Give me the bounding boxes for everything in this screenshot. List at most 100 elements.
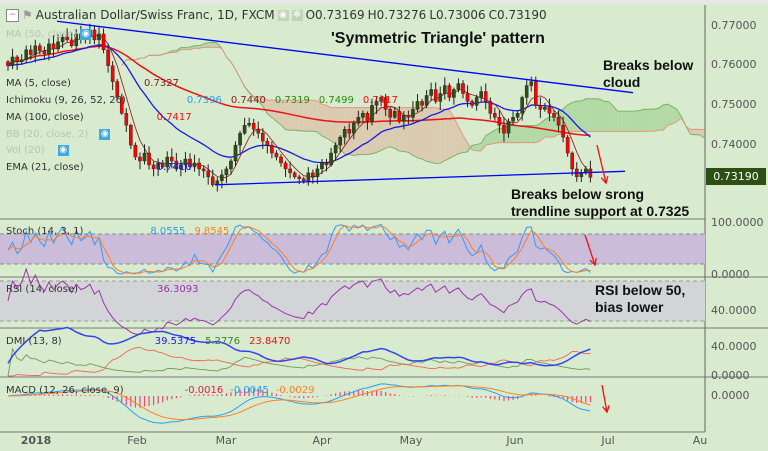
legend-label: Vol (20) bbox=[6, 145, 45, 156]
legend-ma5[interactable]: MA (5, close) 0.7327 bbox=[6, 78, 179, 89]
annotation-line: bias lower bbox=[595, 299, 664, 315]
candle-down bbox=[115, 81, 119, 98]
legend-rsi[interactable]: RSI (14, close) 36.3093 bbox=[6, 284, 198, 295]
time-tick: Jun bbox=[506, 434, 524, 447]
rsi-line bbox=[7, 267, 591, 336]
candle-down bbox=[106, 49, 110, 66]
ichimoku-cloud-segment bbox=[426, 107, 432, 163]
ichimoku-cloud-segment bbox=[331, 107, 336, 145]
ichimoku-cloud-segment bbox=[312, 100, 318, 133]
candle-down bbox=[488, 101, 493, 114]
candle-up bbox=[238, 132, 242, 146]
candle-down bbox=[15, 56, 19, 62]
legend-bb[interactable]: BB (20, close, 2) ◉ bbox=[6, 129, 111, 140]
legend-macd[interactable]: MACD (12, 26, close, 9) -0.0016 -0.0045 … bbox=[6, 385, 314, 396]
collapse-icon[interactable]: − bbox=[6, 8, 19, 22]
annotation-line: Breaks below srong bbox=[511, 186, 645, 202]
legend-value: -0.0029 bbox=[275, 385, 315, 396]
legend-label: MACD (12, 26, close, 9) bbox=[6, 385, 124, 396]
red-arrow bbox=[601, 384, 608, 413]
candle-up bbox=[529, 81, 534, 86]
candle-down bbox=[160, 162, 165, 168]
eye-icon[interactable]: ◉ bbox=[277, 9, 289, 21]
candle-down bbox=[174, 160, 179, 170]
gear-icon[interactable]: ✻ bbox=[291, 9, 303, 21]
ichimoku-cloud-segment bbox=[594, 98, 600, 132]
candle-up bbox=[392, 111, 397, 118]
candle-up bbox=[338, 136, 342, 146]
ichimoku-cloud-segment bbox=[485, 133, 491, 146]
candle-down bbox=[493, 113, 497, 118]
trendline-lower bbox=[214, 170, 626, 186]
stoch-band bbox=[0, 234, 705, 264]
annotation-trendline: Breaks below srong trendline support at 0… bbox=[511, 186, 689, 220]
candle-up bbox=[183, 158, 188, 166]
eye-icon[interactable]: ◉ bbox=[80, 29, 92, 40]
legend-stoch[interactable]: Stoch (14, 3, 1) 8.0555 9.8545 bbox=[6, 226, 229, 237]
time-tick: Feb bbox=[127, 434, 147, 447]
ichimoku-cloud-segment bbox=[535, 123, 541, 143]
price-tick: 0.74000 bbox=[711, 138, 757, 151]
ichimoku-cloud-segment bbox=[449, 109, 454, 159]
ichimoku-cloud-segment bbox=[658, 104, 664, 131]
ichimoku-cloud-segment bbox=[513, 125, 518, 143]
ichimoku-cloud-segment bbox=[403, 107, 409, 153]
top-border bbox=[0, 0, 768, 4]
legend-value: 0.7417 bbox=[362, 95, 398, 106]
candle-down bbox=[538, 105, 543, 110]
legend-vol[interactable]: Vol (20) ◉ bbox=[6, 145, 69, 156]
legend-label: RSI (14, close) bbox=[6, 284, 79, 295]
candle-up bbox=[452, 89, 456, 98]
candle-up bbox=[19, 59, 24, 62]
red-arrow-head bbox=[602, 405, 610, 414]
candle-down bbox=[433, 89, 438, 102]
macd-line bbox=[7, 383, 591, 424]
flag-icon[interactable]: ⚑ bbox=[22, 8, 33, 22]
candle-down bbox=[129, 125, 133, 146]
stoch-tick: 0.0000 bbox=[711, 268, 750, 281]
candle-down bbox=[461, 83, 465, 94]
ichimoku-cloud-segment bbox=[258, 96, 263, 107]
candle-down bbox=[288, 168, 292, 174]
legend-ichimoku[interactable]: Ichimoku (9, 26, 52, 26) 0.7396 0.7440 0… bbox=[6, 95, 398, 106]
candle-down bbox=[397, 111, 402, 122]
candle-down bbox=[133, 144, 138, 158]
candle-up bbox=[56, 41, 60, 50]
candle-up bbox=[543, 107, 547, 110]
ichimoku-cloud-segment bbox=[590, 98, 595, 132]
rsi-band bbox=[0, 281, 705, 321]
candle-down bbox=[28, 49, 33, 55]
ichimoku-cloud-segment bbox=[631, 111, 636, 132]
ichimoku-cloud-segment bbox=[285, 100, 291, 131]
dmi-tick: 40.0000 bbox=[711, 340, 757, 353]
candle-down bbox=[311, 172, 315, 178]
legend-ema21[interactable]: EMA (21, close) 0.7410 bbox=[6, 162, 192, 173]
ichimoku-cloud-segment bbox=[622, 111, 627, 132]
candle-up bbox=[374, 101, 379, 106]
candle-up bbox=[229, 160, 233, 170]
candle-up bbox=[579, 172, 584, 178]
candle-down bbox=[470, 101, 474, 106]
ichimoku-cloud-segment bbox=[526, 125, 532, 143]
eye-icon[interactable]: ◉ bbox=[99, 129, 111, 140]
annotation-line: RSI below 50, bbox=[595, 282, 686, 298]
candle-up bbox=[333, 144, 338, 154]
candle-up bbox=[233, 144, 238, 162]
legend-value: 0.7440 bbox=[230, 95, 266, 106]
dmi-tick: 0.0000 bbox=[711, 369, 750, 382]
candle-down bbox=[447, 85, 452, 98]
candle-down bbox=[547, 107, 552, 114]
legend-ma100[interactable]: MA (100, close) 0.7417 bbox=[6, 112, 192, 123]
candle-down bbox=[69, 39, 74, 47]
legend-dmi[interactable]: DMI (13, 8) 39.5375 5.2776 23.8470 bbox=[6, 336, 290, 347]
candle-up bbox=[306, 172, 311, 182]
dmi-minus-line bbox=[8, 346, 591, 377]
stoch-d-line bbox=[7, 225, 591, 274]
candle-down bbox=[406, 115, 411, 118]
candle-down bbox=[297, 176, 302, 180]
red-arrow bbox=[584, 234, 596, 266]
eye-icon[interactable]: ◉ bbox=[57, 145, 69, 156]
legend-ma50[interactable]: MA (50, close) ◉ bbox=[6, 29, 92, 40]
